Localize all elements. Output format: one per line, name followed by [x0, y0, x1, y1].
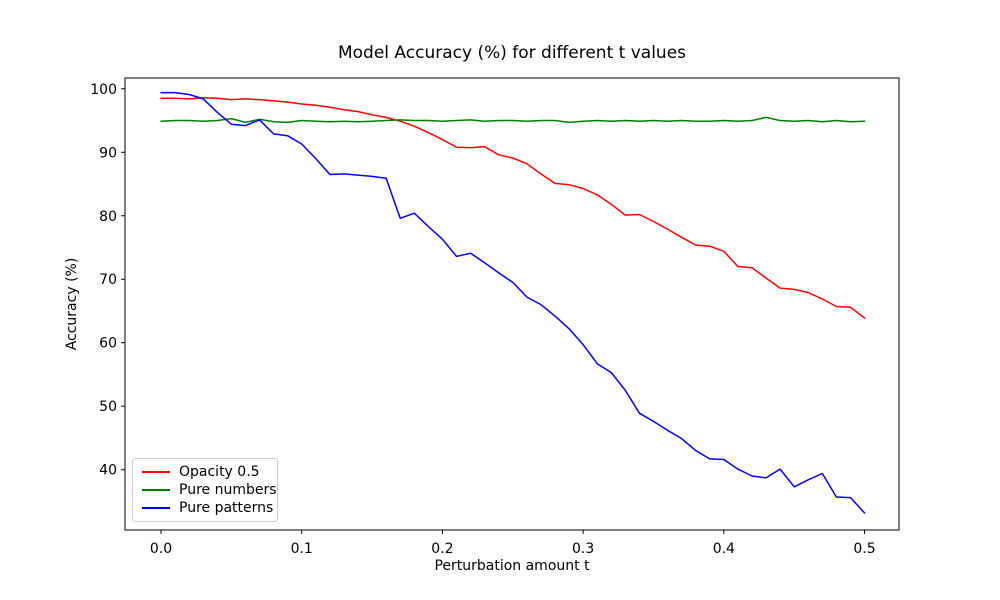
y-tick-label: 50	[99, 399, 117, 415]
y-tick-label: 80	[99, 209, 117, 225]
series-line-pure-patterns	[160, 91, 866, 514]
legend-line-blue	[142, 507, 170, 509]
legend-entry: Pure patterns	[142, 499, 273, 517]
y-tick-label: 100	[90, 82, 117, 98]
series-line-opacity-0-5	[160, 96, 866, 319]
x-tick-label: 0.0	[150, 541, 172, 557]
x-tick-label: 0.1	[291, 541, 313, 557]
legend-label: Pure patterns	[179, 500, 274, 516]
x-tick-label: 0.2	[431, 541, 453, 557]
legend-label: Pure numbers	[179, 482, 277, 498]
y-axis-label: Accuracy (%)	[64, 257, 80, 351]
legend: Opacity 0.5 Pure numbers Pure patterns	[132, 458, 278, 522]
plot-frame	[124, 77, 900, 531]
y-tick-label: 70	[99, 272, 117, 288]
y-tick-label: 60	[99, 336, 117, 352]
y-tick-label: 40	[99, 463, 117, 479]
x-tick-label: 0.5	[853, 541, 875, 557]
legend-entry: Opacity 0.5	[142, 463, 268, 481]
legend-label: Opacity 0.5	[179, 464, 260, 480]
chart-title: Model Accuracy (%) for different t value…	[337, 43, 687, 63]
legend-entry: Pure numbers	[142, 481, 277, 499]
x-tick-label: 0.3	[572, 541, 594, 557]
legend-line-green	[142, 489, 170, 491]
y-tick-label: 90	[99, 145, 117, 161]
legend-line-red	[142, 471, 170, 473]
series-line-pure-numbers	[160, 116, 866, 124]
x-tick-label: 0.4	[713, 541, 735, 557]
x-axis-label: Perturbation amount t	[434, 558, 590, 574]
